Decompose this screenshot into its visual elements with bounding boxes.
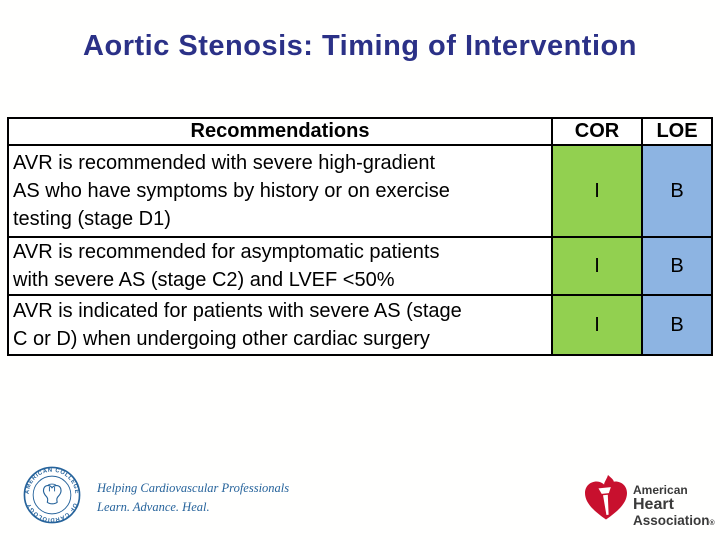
acc-tagline-line2: Learn. Advance. Heal. — [97, 500, 210, 514]
aha-name-line3: Association® — [633, 513, 715, 528]
cor-value: I — [551, 236, 643, 296]
registered-trademark-symbol: ® — [709, 520, 715, 527]
cor-value: I — [551, 294, 643, 356]
aha-name: American Heart Association® — [633, 484, 715, 531]
loe-value: B — [641, 294, 713, 356]
acc-tagline: Helping Cardiovascular Professionals Lea… — [97, 479, 289, 517]
loe-value: B — [641, 144, 713, 238]
table-header-row: Recommendations COR LOE — [7, 117, 713, 146]
acc-seal-icon: AMERICAN COLLEGE OF CARDIOLOGY — [23, 466, 81, 524]
aha-name-line1: American — [633, 483, 688, 497]
cor-value: I — [551, 144, 643, 238]
acc-tagline-line1: Helping Cardiovascular Professionals — [97, 481, 290, 495]
table-row: AVR is indicated for patients with sever… — [7, 294, 713, 356]
loe-column-header: LOE — [641, 117, 713, 146]
aha-name-line2: Heart — [633, 496, 674, 513]
recommendations-table: Recommendations COR LOE AVR is recommend… — [7, 117, 713, 356]
acc-seal-heart-emblem — [42, 483, 62, 505]
page-title: Aortic Stenosis: Timing of Intervention — [83, 30, 637, 62]
aha-heart-icon — [585, 475, 627, 520]
loe-value: B — [641, 236, 713, 296]
recommendation-text: AVR is recommended for asymptomatic pati… — [7, 236, 553, 296]
recommendation-text: AVR is recommended with severe high-grad… — [7, 144, 553, 238]
cor-column-header: COR — [551, 117, 643, 146]
table-row: AVR is recommended with severe high-grad… — [7, 144, 713, 238]
recommendations-column-header: Recommendations — [7, 117, 553, 146]
table-row: AVR is recommended for asymptomatic pati… — [7, 236, 713, 296]
recommendation-text: AVR is indicated for patients with sever… — [7, 294, 553, 356]
